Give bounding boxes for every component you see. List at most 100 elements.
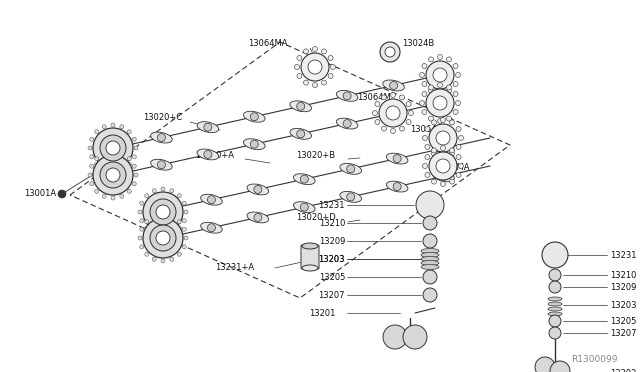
Ellipse shape bbox=[421, 264, 439, 269]
Circle shape bbox=[440, 172, 447, 180]
Ellipse shape bbox=[387, 181, 408, 192]
Circle shape bbox=[433, 96, 447, 110]
Text: 13207: 13207 bbox=[319, 291, 345, 299]
Circle shape bbox=[375, 102, 380, 106]
Circle shape bbox=[453, 64, 458, 68]
Circle shape bbox=[93, 155, 133, 195]
Circle shape bbox=[447, 85, 451, 90]
Ellipse shape bbox=[294, 174, 315, 185]
Circle shape bbox=[90, 164, 93, 168]
Circle shape bbox=[431, 120, 436, 125]
Circle shape bbox=[156, 231, 170, 245]
Circle shape bbox=[100, 162, 126, 188]
Circle shape bbox=[419, 73, 424, 77]
Ellipse shape bbox=[421, 257, 439, 262]
Circle shape bbox=[140, 201, 144, 205]
Circle shape bbox=[140, 245, 144, 249]
Ellipse shape bbox=[150, 132, 172, 143]
Circle shape bbox=[403, 325, 427, 349]
Circle shape bbox=[120, 152, 124, 156]
Circle shape bbox=[456, 154, 461, 160]
Circle shape bbox=[423, 270, 437, 284]
Circle shape bbox=[120, 125, 124, 129]
Ellipse shape bbox=[247, 184, 269, 195]
Circle shape bbox=[182, 227, 186, 231]
Circle shape bbox=[132, 137, 136, 141]
Circle shape bbox=[390, 93, 396, 97]
Circle shape bbox=[328, 74, 333, 78]
Circle shape bbox=[399, 95, 404, 100]
Circle shape bbox=[143, 192, 183, 232]
Circle shape bbox=[549, 327, 561, 339]
Text: 13064MA: 13064MA bbox=[248, 38, 287, 48]
Circle shape bbox=[143, 218, 183, 258]
Ellipse shape bbox=[290, 101, 312, 112]
Circle shape bbox=[440, 144, 447, 152]
Circle shape bbox=[254, 214, 262, 221]
Circle shape bbox=[184, 236, 188, 240]
Circle shape bbox=[138, 236, 142, 240]
Text: 13231: 13231 bbox=[319, 201, 345, 209]
Text: 13020+B: 13020+B bbox=[296, 151, 335, 160]
Ellipse shape bbox=[383, 80, 404, 91]
Circle shape bbox=[440, 118, 445, 122]
Circle shape bbox=[145, 226, 148, 230]
Ellipse shape bbox=[243, 139, 265, 150]
Text: 13064M: 13064M bbox=[357, 93, 391, 103]
Circle shape bbox=[381, 95, 387, 100]
Circle shape bbox=[170, 189, 174, 193]
Circle shape bbox=[423, 234, 437, 248]
Circle shape bbox=[447, 116, 451, 121]
Circle shape bbox=[127, 162, 131, 166]
Text: 13231: 13231 bbox=[610, 250, 637, 260]
Circle shape bbox=[150, 225, 176, 251]
Circle shape bbox=[433, 68, 447, 82]
Circle shape bbox=[425, 154, 430, 160]
Circle shape bbox=[347, 165, 355, 173]
Text: 13203: 13203 bbox=[319, 254, 345, 263]
Circle shape bbox=[431, 148, 436, 153]
Circle shape bbox=[440, 145, 445, 151]
Circle shape bbox=[542, 242, 568, 268]
Text: 13024B: 13024B bbox=[402, 38, 435, 48]
Circle shape bbox=[422, 135, 428, 141]
Circle shape bbox=[297, 130, 305, 138]
Ellipse shape bbox=[433, 143, 454, 154]
Circle shape bbox=[312, 83, 317, 87]
Circle shape bbox=[150, 199, 176, 225]
Circle shape bbox=[140, 227, 144, 231]
Circle shape bbox=[300, 203, 308, 211]
Circle shape bbox=[431, 151, 436, 156]
Circle shape bbox=[423, 288, 437, 302]
Circle shape bbox=[145, 220, 148, 224]
Circle shape bbox=[254, 185, 262, 193]
Circle shape bbox=[456, 73, 461, 77]
Circle shape bbox=[297, 102, 305, 110]
Ellipse shape bbox=[200, 194, 222, 205]
Text: 13231+A: 13231+A bbox=[215, 263, 254, 273]
Circle shape bbox=[429, 124, 457, 152]
Circle shape bbox=[328, 55, 333, 61]
Text: 13205: 13205 bbox=[319, 273, 345, 282]
Circle shape bbox=[449, 179, 454, 184]
Circle shape bbox=[438, 90, 442, 96]
Circle shape bbox=[88, 173, 92, 177]
Text: 13020+A: 13020+A bbox=[195, 151, 234, 160]
Circle shape bbox=[440, 182, 445, 186]
Circle shape bbox=[177, 226, 181, 230]
Circle shape bbox=[90, 155, 93, 159]
Circle shape bbox=[312, 46, 317, 51]
Circle shape bbox=[321, 80, 326, 85]
Circle shape bbox=[177, 194, 181, 198]
Circle shape bbox=[429, 116, 433, 121]
Circle shape bbox=[436, 159, 450, 173]
Text: 13201: 13201 bbox=[308, 308, 335, 317]
Ellipse shape bbox=[340, 192, 362, 202]
Circle shape bbox=[134, 146, 138, 150]
Ellipse shape bbox=[197, 149, 219, 160]
Text: 13020+D: 13020+D bbox=[296, 214, 336, 222]
Circle shape bbox=[88, 146, 92, 150]
Ellipse shape bbox=[247, 212, 269, 223]
Circle shape bbox=[157, 161, 165, 169]
Circle shape bbox=[127, 189, 131, 193]
